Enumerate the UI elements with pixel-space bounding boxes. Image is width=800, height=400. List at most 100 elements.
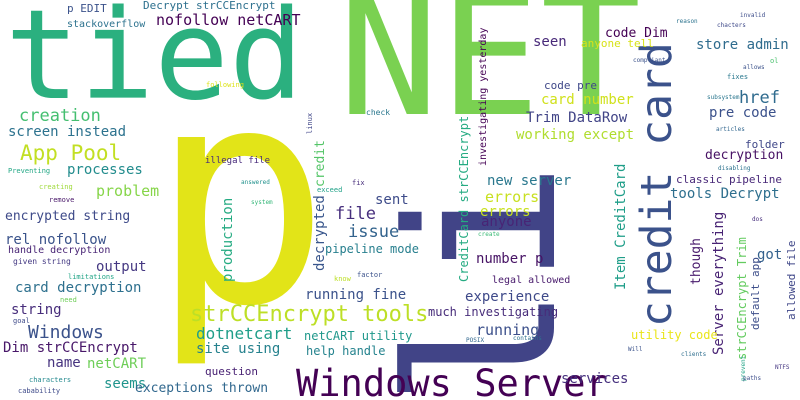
word-windows: Windows <box>28 322 104 343</box>
word-limitations: limitations <box>68 273 115 281</box>
word-name: name <box>47 355 81 371</box>
word-windows-server: Windows Server <box>296 362 608 400</box>
word-answered: answered <box>241 179 270 186</box>
word-pre-code: pre code <box>709 105 777 121</box>
word-decryption: decryption <box>705 148 784 163</box>
word-strcc-tools: strCCEncrypt tools <box>190 302 429 327</box>
word-paths: paths <box>743 375 762 382</box>
word-creation: creation <box>19 106 101 126</box>
word-app-pool: App Pool <box>20 141 122 165</box>
word-check: check <box>366 108 391 117</box>
word-much-investigating: much investigating <box>428 305 559 319</box>
word-nofollow-netcart: nofollow netCART <box>156 11 301 29</box>
word-running-fine: running fine <box>305 287 407 303</box>
word-sent: sent <box>375 192 409 208</box>
word-netcart-big: netCART <box>87 356 147 372</box>
word-encrypted-string: encrypted string <box>5 209 131 224</box>
word-store-admin: store admin <box>696 37 789 53</box>
word-invalid: invalid <box>740 12 766 19</box>
word-pipeline-mode: pipeline mode <box>325 242 419 256</box>
word-credit: credit <box>313 140 328 187</box>
word-legal-allowed: legal allowed <box>492 275 571 286</box>
word-preventing: Preventing <box>8 167 51 175</box>
word-disabling: disabling <box>718 165 751 172</box>
word-file: file <box>335 204 376 224</box>
word-p: p <box>150 23 331 372</box>
word-know: know <box>334 275 351 283</box>
word-though: though <box>689 238 704 285</box>
word-dos: dos <box>752 216 763 223</box>
word-got: got <box>757 247 783 263</box>
word-tools-decrypt: tools Decrypt <box>670 186 780 202</box>
word-code-pre: code pre <box>544 79 597 92</box>
word-processes: processes <box>67 162 143 178</box>
word-number-p: number p <box>476 251 544 267</box>
word-help-handle: help handle <box>306 344 386 358</box>
word-create: create <box>478 231 500 238</box>
word-decrypted: decrypted <box>312 195 328 271</box>
word-question: question <box>205 365 258 378</box>
word-netcart-utility: netCART utility <box>304 329 413 343</box>
word-goal: goal <box>13 317 30 325</box>
word-reason: reason <box>676 18 698 25</box>
word-seems: seems <box>104 376 147 392</box>
word-strcc-trim: strCCEncrypt Trim <box>735 237 749 360</box>
word-fixes: fixes <box>727 73 749 81</box>
word-card-decryption: card decryption <box>15 280 142 296</box>
word-chacters: chacters <box>717 22 746 29</box>
word-screen-instead: screen instead <box>8 124 127 140</box>
word-allowed-file: allowed file <box>785 240 798 320</box>
word-string: string <box>11 302 62 318</box>
word-classic-pipeline: classic pipeline <box>676 173 782 186</box>
word-running: running <box>476 321 540 339</box>
word-investigating-yesterday: investigating yesterday <box>478 27 489 166</box>
word-anyone-tell: anyone tell <box>581 37 654 50</box>
word-will: Will <box>628 346 643 353</box>
word-default-app: default app <box>749 257 762 330</box>
word-exceptions-thrown: exceptions thrown <box>135 381 269 396</box>
word-dotnetcart: dotnetcart <box>196 324 293 343</box>
word-compliant: compliant <box>633 57 666 64</box>
word-experience: experience <box>465 289 550 305</box>
word-given-string: given string <box>13 257 71 266</box>
word-posix: POSIX <box>466 337 485 344</box>
word-illegal-file: illegal file <box>205 156 271 166</box>
word-ntfs: NTFS <box>775 364 790 371</box>
word-item-creditcard: Item CreditCard <box>613 163 629 290</box>
word-allows: allows <box>743 64 765 71</box>
word-linux: linux <box>306 112 314 134</box>
word-need: need <box>60 296 77 304</box>
word-folder: folder <box>745 138 785 151</box>
word-output: output <box>96 259 147 275</box>
word-remove: remove <box>49 196 75 204</box>
word-characters: characters <box>29 376 72 384</box>
word-subsystem: subsystem <box>707 94 740 101</box>
word-new-server: new server <box>487 173 572 189</box>
word-fix: fix <box>352 179 365 187</box>
word-handle-decryption: handle decryption <box>8 245 111 256</box>
word-services: services <box>561 371 629 387</box>
word-net: NET <box>338 0 642 154</box>
word-exceed: exceed <box>317 186 343 194</box>
word-clients: clients <box>681 351 707 358</box>
word-contains: contains <box>513 335 542 342</box>
word-errors: errors <box>485 188 540 206</box>
word-working-except: working except <box>516 127 635 143</box>
word-creating: creating <box>39 183 73 191</box>
word-site-using: site using <box>196 341 281 357</box>
word-problem: problem <box>96 182 160 200</box>
word-credit-card: credit card <box>632 42 682 327</box>
word-anyone: anyone <box>481 214 532 230</box>
word-trim-datarow: Trim DataRow <box>526 110 628 126</box>
word-card-number: card number <box>541 92 634 108</box>
word-tied: tied <box>5 0 304 128</box>
word-code-dim: code Dim <box>605 26 668 41</box>
word-ol: ol <box>770 57 779 65</box>
word-articles: articles <box>716 126 745 133</box>
word-system: system <box>251 199 273 206</box>
word-utility-code: utility code <box>631 328 718 342</box>
word-dim-strcc: Dim strCCEncrypt <box>3 340 138 356</box>
word-factor: factor <box>357 271 383 279</box>
word-decrypt-strcc: Decrypt strCCEncrypt <box>143 0 276 12</box>
